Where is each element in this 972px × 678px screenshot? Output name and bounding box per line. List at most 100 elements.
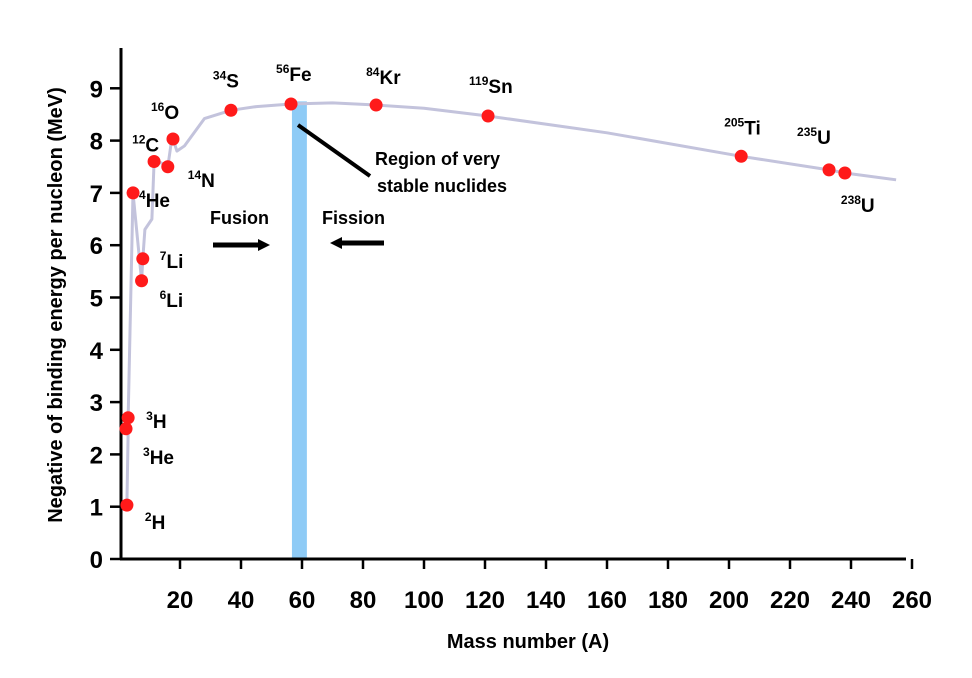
mass-number-superscript: 4 <box>139 188 146 202</box>
x-tick-label: 40 <box>228 587 255 614</box>
element-symbol: U <box>817 128 831 149</box>
x-tick-label: 80 <box>350 587 377 614</box>
element-symbol: He <box>146 191 170 212</box>
x-tick-label: 160 <box>587 587 627 614</box>
mass-number-superscript: 119 <box>469 74 489 88</box>
curve-layer <box>125 101 897 506</box>
element-symbol: H <box>153 412 167 433</box>
fission-label: Fission <box>322 208 385 228</box>
stable-region-annotation: Region of very stable nuclides <box>296 123 507 196</box>
fission-annotation: Fission <box>322 208 385 249</box>
axes <box>119 48 906 561</box>
point-label: 3H <box>146 409 166 433</box>
x-tick-label: 200 <box>709 587 749 614</box>
y-tick-label: 5 <box>90 286 103 313</box>
element-symbol: U <box>861 196 875 217</box>
data-point-c12 <box>147 155 161 169</box>
mass-number-superscript: 56 <box>276 62 290 76</box>
element-symbol: N <box>201 171 215 192</box>
data-point-he3 <box>119 422 133 436</box>
x-tick-label: 260 <box>892 587 932 614</box>
x-tick-label: 120 <box>465 587 505 614</box>
element-symbol: Fe <box>289 65 311 86</box>
data-point-li7 <box>136 252 150 266</box>
data-point-sn119 <box>481 109 495 123</box>
element-symbol: He <box>150 448 174 469</box>
data-point-n14 <box>161 160 175 174</box>
x-axis-label: Mass number (A) <box>447 631 609 653</box>
stable-region-pointer-line <box>296 123 372 178</box>
point-label: 238U <box>841 193 875 217</box>
element-symbol: Li <box>166 252 183 273</box>
mass-number-superscript: 235 <box>797 125 817 139</box>
y-tick-label: 9 <box>90 76 103 103</box>
x-tick-label: 240 <box>831 587 871 614</box>
fission-arrow-icon <box>330 237 384 249</box>
stable-region-text-1: Region of very <box>375 149 500 169</box>
y-tick-label: 7 <box>90 181 103 208</box>
element-symbol: Kr <box>379 68 401 89</box>
point-label: 34S <box>213 68 239 92</box>
mass-number-superscript: 6 <box>160 288 167 302</box>
y-tick-label: 2 <box>90 442 103 469</box>
element-symbol: Li <box>166 291 183 312</box>
point-label: 7Li <box>160 249 184 273</box>
y-tick-label: 1 <box>90 495 103 522</box>
point-label: 235U <box>797 125 831 149</box>
binding-energy-curve <box>125 101 897 506</box>
element-symbol: C <box>145 136 159 157</box>
element-symbol: Ti <box>744 118 761 139</box>
data-point-ti205 <box>734 149 748 163</box>
y-tick-label: 0 <box>90 547 103 574</box>
point-label: 119Sn <box>469 74 513 98</box>
fusion-label: Fusion <box>210 208 269 228</box>
data-point-h2 <box>120 498 134 512</box>
data-point-h3 <box>121 411 135 425</box>
mass-number-superscript: 7 <box>160 249 167 263</box>
y-axis-label: Negative of binding energy per nucleon (… <box>45 87 67 523</box>
data-point-he4 <box>126 186 140 200</box>
mass-number-superscript: 84 <box>366 65 380 79</box>
data-point-u235 <box>822 163 836 177</box>
x-tick-label: 60 <box>289 587 316 614</box>
point-label: 2H <box>145 510 165 534</box>
data-point-u238 <box>838 166 852 180</box>
point-label: 6Li <box>160 288 184 312</box>
element-symbol: S <box>226 71 239 92</box>
x-tick-label: 180 <box>648 587 688 614</box>
point-label: 14N <box>188 168 215 192</box>
point-layer <box>119 97 852 512</box>
point-label: 4He <box>139 188 170 212</box>
element-symbol: H <box>152 513 166 534</box>
data-point-o16 <box>166 132 180 146</box>
point-label: 56Fe <box>276 62 312 86</box>
mass-number-superscript: 238 <box>841 193 861 207</box>
element-symbol: O <box>164 103 179 124</box>
point-label: 12C <box>132 133 159 157</box>
tick-layer: 20 40 60 80 100 120 140 160 180 200 220 240 26001234… <box>90 76 932 614</box>
data-point-kr84 <box>369 98 383 112</box>
mass-number-superscript: 3 <box>143 445 150 459</box>
mass-number-superscript: 2 <box>145 510 152 524</box>
x-tick-label: 20 <box>167 587 194 614</box>
mass-number-superscript: 205 <box>724 115 744 129</box>
data-point-fe56 <box>284 97 298 111</box>
stable-region-text-2: stable nuclides <box>377 176 507 196</box>
fusion-arrow-icon <box>213 239 270 251</box>
y-tick-label: 8 <box>90 129 103 156</box>
fusion-annotation: Fusion <box>210 208 270 251</box>
x-tick-label: 100 <box>404 587 444 614</box>
mass-number-superscript: 14 <box>188 168 202 182</box>
point-label: 16O <box>151 100 179 124</box>
data-point-s34 <box>224 103 238 117</box>
mass-number-superscript: 12 <box>132 133 146 147</box>
y-tick-label: 4 <box>90 338 104 365</box>
y-tick-label: 3 <box>90 390 103 417</box>
point-label: 84Kr <box>366 65 401 89</box>
x-tick-label: 220 <box>770 587 810 614</box>
data-point-li6 <box>135 274 149 288</box>
stable-region-band-layer <box>291 101 307 559</box>
point-label: 3He <box>143 445 174 469</box>
